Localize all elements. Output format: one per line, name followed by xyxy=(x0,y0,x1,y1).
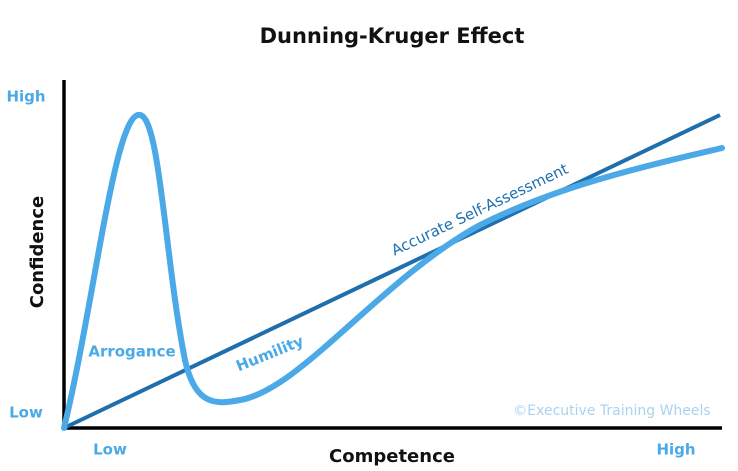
x-axis-label: Competence xyxy=(329,446,455,467)
accurate-label: Accurate Self-Assessment xyxy=(389,160,572,260)
y-low-label: Low xyxy=(9,404,43,422)
x-low-label: Low xyxy=(93,441,127,459)
accurate-line xyxy=(63,113,721,430)
y-axis-label: Confidence xyxy=(27,196,48,309)
arrogance-label: Arrogance xyxy=(88,343,175,361)
credit: ©Executive Training Wheels xyxy=(513,403,710,419)
y-high-label: High xyxy=(6,88,45,106)
title: Dunning-Kruger Effect xyxy=(260,24,525,48)
confidence-curve xyxy=(61,112,725,431)
x-high-label: High xyxy=(656,441,695,459)
